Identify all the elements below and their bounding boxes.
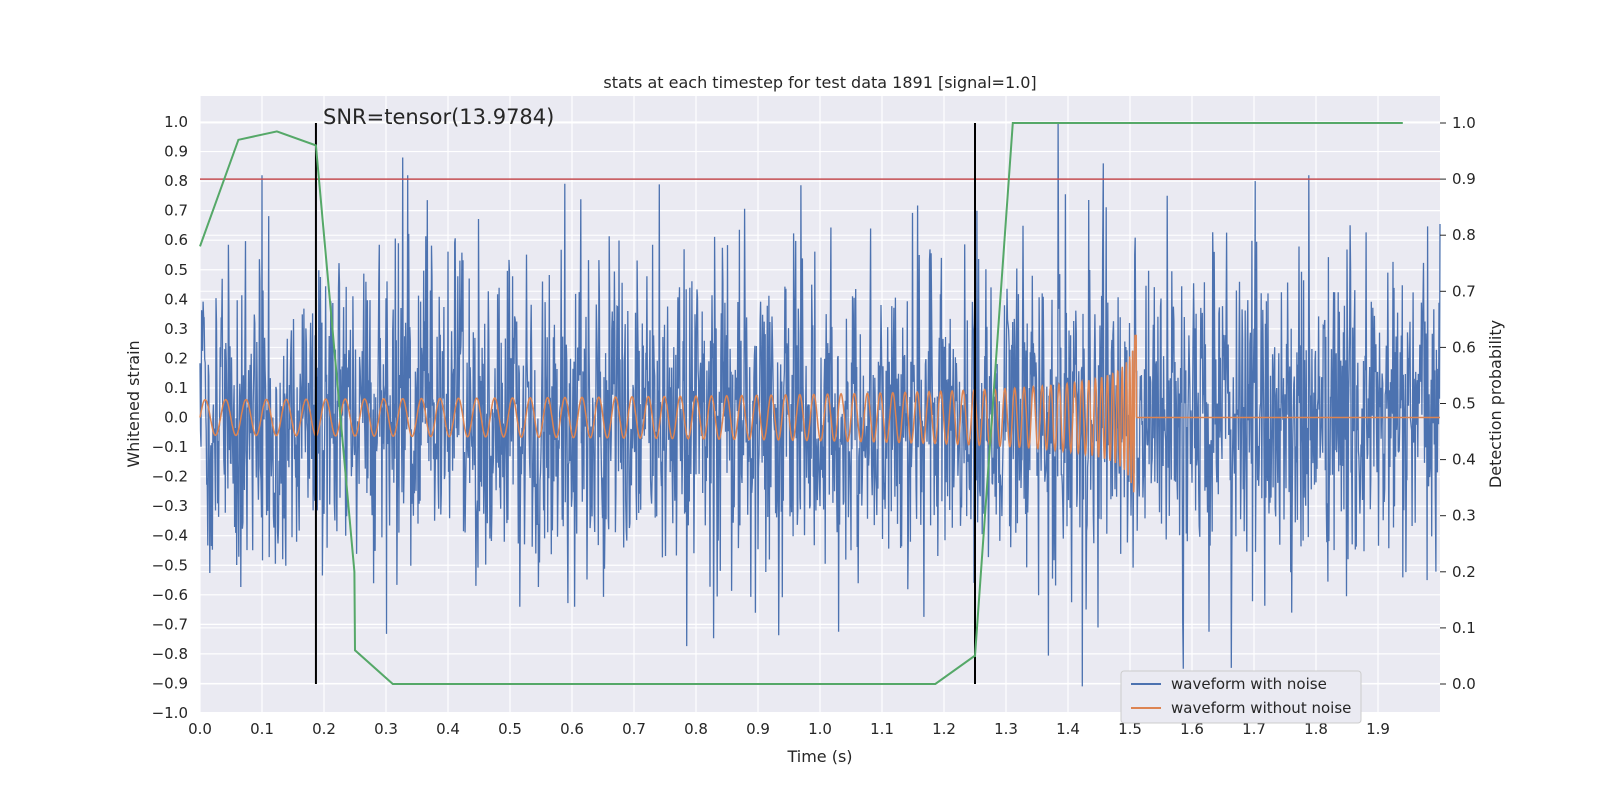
left-tick-label: −0.4	[152, 527, 188, 545]
x-tick-label: 0.5	[498, 720, 522, 738]
x-tick-label: 1.6	[1180, 720, 1204, 738]
x-tick-label: 1.7	[1242, 720, 1266, 738]
left-axis-ticks: 1.0 0.9 0.8 0.7 0.6 0.5 0.4 0.3 0.2 0.1 0.0 −0.1 −0.…	[152, 113, 188, 722]
series-detection-probability	[199, 122, 1403, 685]
right-tick-label: 0.2	[1452, 563, 1476, 581]
x-tick-label: 1.8	[1304, 720, 1328, 738]
left-tick-label: 0.6	[164, 231, 188, 249]
left-tick-label: −0.6	[152, 586, 188, 604]
left-tick-label: 0.1	[164, 379, 188, 397]
x-axis-label: Time (s)	[786, 747, 852, 766]
left-tick-label: 0.2	[164, 349, 188, 367]
x-tick-label: 0.6	[560, 720, 584, 738]
y-axis-label-right: Detection probability	[1486, 320, 1505, 488]
snr-annotation: SNR=tensor(13.9784)	[323, 105, 554, 129]
vertical-markers	[314, 123, 976, 684]
right-tick-label: 0.8	[1452, 226, 1476, 244]
x-tick-label: 1.3	[994, 720, 1018, 738]
right-axis-ticks: 1.0 0.9 0.8 0.7 0.6 0.5 0.4 0.3 0.2 0.1 0.0	[1440, 114, 1476, 693]
left-tick-label: 0.0	[164, 409, 188, 427]
left-tick-label: 0.3	[164, 320, 188, 338]
right-tick-label: 0.5	[1452, 395, 1476, 413]
x-tick-label: 1.4	[1056, 720, 1080, 738]
x-tick-label: 0.7	[622, 720, 646, 738]
left-tick-label: 0.8	[164, 172, 188, 190]
right-tick-label: 0.6	[1452, 338, 1476, 356]
x-tick-label: 0.2	[312, 720, 336, 738]
x-tick-label: 0.0	[188, 720, 212, 738]
left-tick-label: −0.1	[152, 438, 188, 456]
left-tick-label: 0.5	[164, 261, 188, 279]
x-tick-label: 1.5	[1118, 720, 1142, 738]
right-tick-label: 1.0	[1452, 114, 1476, 132]
left-tick-label: −1.0	[152, 704, 188, 722]
chart-title: stats at each timestep for test data 189…	[603, 73, 1036, 92]
left-tick-label: 0.9	[164, 143, 188, 161]
series-waveform-with-noise	[199, 121, 1441, 687]
left-tick-label: 0.7	[164, 202, 188, 220]
right-tick-label: 0.4	[1452, 451, 1476, 469]
right-tick-label: 0.7	[1452, 282, 1476, 300]
y-axis-label-left: Whitened strain	[124, 340, 143, 467]
left-tick-label: −0.8	[152, 645, 188, 663]
right-tick-label: 0.9	[1452, 170, 1476, 188]
x-tick-label: 0.3	[374, 720, 398, 738]
left-tick-label: 1.0	[164, 113, 188, 131]
x-tick-label: 0.1	[250, 720, 274, 738]
left-tick-label: −0.5	[152, 556, 188, 574]
left-tick-label: 0.4	[164, 290, 188, 308]
x-tick-label: 0.8	[684, 720, 708, 738]
left-tick-label: −0.2	[152, 468, 188, 486]
clean-waveform-line	[199, 334, 1440, 493]
right-tick-label: 0.3	[1452, 507, 1476, 525]
legend-label-noisy: waveform with noise	[1171, 675, 1327, 693]
legend-label-clean: waveform without noise	[1171, 699, 1351, 717]
legend: waveform with noise waveform without noi…	[1120, 670, 1362, 724]
x-tick-label: 1.2	[932, 720, 956, 738]
x-tick-label: 1.0	[808, 720, 832, 738]
series-waveform-without-noise	[199, 334, 1440, 493]
x-tick-label: 0.9	[746, 720, 770, 738]
left-tick-label: −0.7	[152, 615, 188, 633]
legend-box	[1120, 670, 1362, 724]
probability-line	[199, 122, 1403, 685]
right-tick-label: 0.0	[1452, 675, 1476, 693]
right-tick-label: 0.1	[1452, 619, 1476, 637]
x-axis-ticks: 0.0 0.1 0.2 0.3 0.4 0.5 0.6 0.7 0.8 0.9 1.0 1.1 1.2 1…	[188, 720, 1390, 738]
left-tick-label: −0.9	[152, 674, 188, 692]
noisy-waveform-line	[199, 121, 1441, 687]
x-tick-label: 1.1	[870, 720, 894, 738]
left-tick-label: −0.3	[152, 497, 188, 515]
x-tick-label: 0.4	[436, 720, 460, 738]
x-tick-label: 1.9	[1366, 720, 1390, 738]
